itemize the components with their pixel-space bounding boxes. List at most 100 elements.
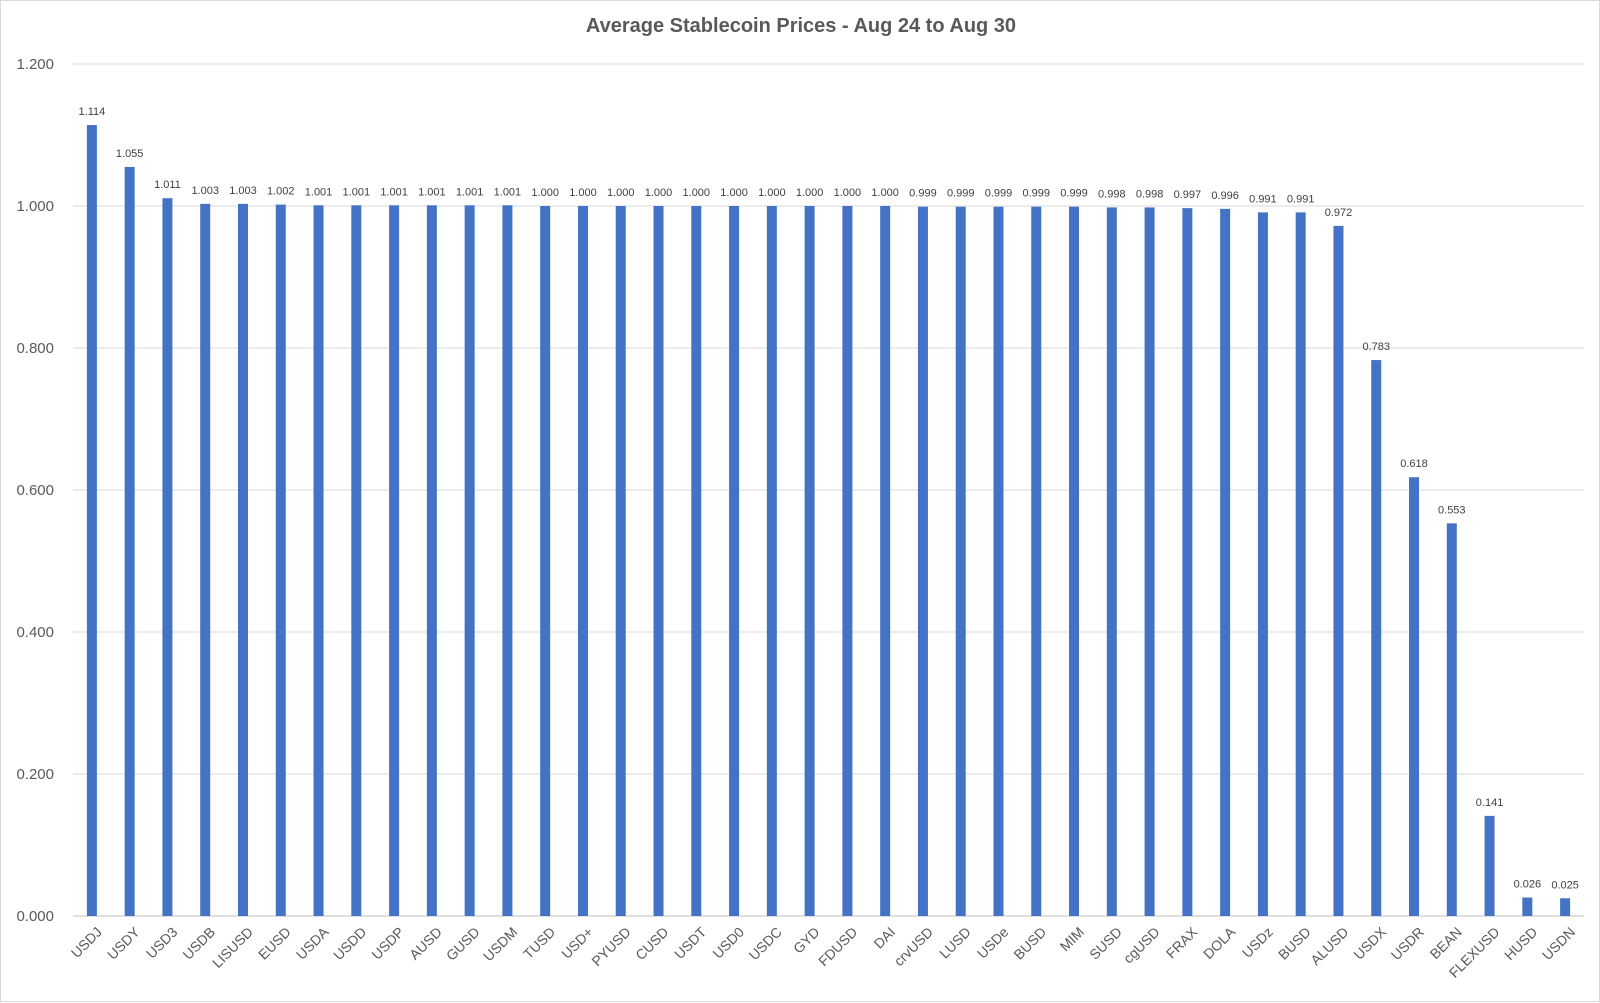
category-label: crvUSD [891, 924, 936, 969]
bar [1446, 523, 1457, 916]
data-label: 1.000 [569, 187, 597, 199]
category-label: USDP [368, 924, 407, 963]
bar [1371, 360, 1382, 916]
data-label: 1.114 [79, 106, 106, 118]
category-label: CUSD [632, 924, 671, 963]
category-label: USDR [1388, 924, 1427, 963]
data-label: 1.000 [607, 187, 635, 199]
data-label: 1.003 [191, 185, 219, 197]
bar [993, 206, 1004, 916]
bar [653, 206, 664, 916]
bar [237, 203, 248, 916]
bar [1182, 208, 1193, 916]
data-label: 0.618 [1400, 458, 1428, 470]
data-label: 0.991 [1249, 193, 1277, 205]
y-tick-label: 0.600 [16, 482, 54, 499]
bar [1560, 898, 1571, 916]
gridlines [73, 63, 1584, 917]
data-label: 0.996 [1211, 190, 1239, 202]
data-label: 1.000 [645, 187, 673, 199]
data-label: 0.997 [1174, 189, 1202, 201]
category-label: DOLA [1200, 923, 1239, 962]
data-label: 1.001 [343, 186, 371, 198]
data-label: 1.001 [494, 186, 522, 198]
bar [464, 205, 475, 917]
bar [1106, 207, 1117, 917]
data-label: 1.001 [456, 186, 484, 198]
category-label: TUSD [520, 924, 558, 962]
data-label: 0.991 [1287, 193, 1315, 205]
bar [426, 205, 437, 917]
category-label: LUSD [936, 924, 974, 962]
bar [880, 206, 891, 916]
y-axis-ticks: 0.000 0.200 0.400 0.600 0.800 1.000 1.200 [16, 56, 54, 925]
bar [540, 206, 551, 916]
data-label: 0.999 [985, 188, 1013, 200]
category-label: FDUSD [815, 924, 860, 969]
category-label: cgUSD [1120, 924, 1163, 967]
bar [917, 206, 928, 916]
bar [1484, 815, 1495, 916]
category-label: USDJ [68, 924, 105, 961]
bar [691, 206, 702, 916]
category-label: ALUSD [1307, 924, 1351, 968]
category-label: SUSD [1086, 924, 1125, 963]
bar [729, 206, 740, 916]
bar [162, 198, 173, 916]
category-label: AUSD [406, 924, 445, 963]
bar [1069, 206, 1080, 916]
bar [1257, 212, 1268, 916]
data-label: 1.055 [116, 148, 144, 160]
bar [1031, 206, 1042, 916]
bar [313, 205, 324, 917]
bar [124, 166, 135, 916]
data-label: 0.972 [1325, 207, 1353, 219]
bar [1144, 207, 1155, 917]
y-tick-label: 1.200 [16, 56, 54, 73]
bar [389, 205, 400, 917]
bar [86, 125, 97, 916]
bar [1220, 208, 1231, 917]
bar [955, 206, 966, 916]
category-label: EUSD [255, 924, 294, 963]
category-label: USDz [1239, 924, 1276, 961]
data-label: 0.999 [1060, 188, 1088, 200]
category-label: USDD [330, 924, 369, 963]
category-label: MIM [1057, 924, 1088, 955]
category-label: USDN [1539, 924, 1578, 963]
bar [577, 206, 588, 916]
data-label: 1.000 [871, 187, 899, 199]
category-label: GUSD [443, 924, 483, 964]
data-label: 1.001 [418, 186, 446, 198]
bar [615, 206, 626, 916]
category-label: USDY [104, 923, 143, 962]
data-label: 1.001 [380, 186, 408, 198]
category-label: USDe [974, 924, 1012, 962]
data-label: 0.025 [1551, 879, 1579, 891]
category-label: USD0 [709, 924, 747, 962]
category-label: USDT [671, 923, 710, 962]
data-label: 1.001 [305, 186, 333, 198]
bar [275, 204, 286, 916]
category-label: HUSD [1501, 924, 1540, 963]
data-label: 0.999 [909, 188, 937, 200]
bar [351, 205, 362, 917]
category-label: USDM [480, 924, 520, 964]
data-label: 0.553 [1438, 504, 1466, 516]
data-label: 1.003 [229, 185, 257, 197]
bar [1409, 477, 1420, 916]
category-label: USDA [293, 923, 332, 962]
y-tick-label: 1.000 [16, 198, 54, 215]
data-label: 1.000 [683, 187, 711, 199]
data-label: 1.000 [531, 187, 559, 199]
category-label: USDC [746, 924, 785, 963]
data-label: 0.999 [1022, 188, 1050, 200]
bar [502, 205, 513, 917]
data-label: 1.000 [720, 187, 748, 199]
data-label: 1.000 [834, 187, 862, 199]
data-label: 0.999 [947, 188, 975, 200]
y-tick-label: 0.000 [16, 908, 54, 925]
